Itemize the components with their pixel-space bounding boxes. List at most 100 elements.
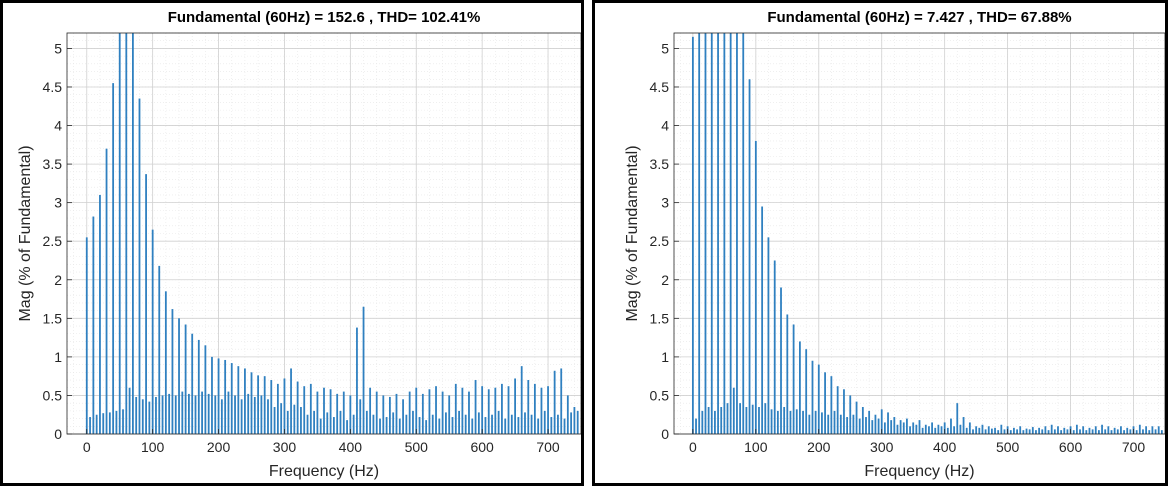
- bar: [178, 318, 180, 434]
- bar: [896, 424, 899, 434]
- bar: [1082, 426, 1085, 434]
- bar: [415, 387, 418, 434]
- bar: [102, 413, 105, 434]
- bar: [296, 381, 299, 434]
- bar: [164, 291, 167, 434]
- bar: [286, 410, 289, 434]
- bar: [566, 395, 569, 434]
- bar: [984, 429, 987, 434]
- x-tick-label: 400: [339, 439, 363, 455]
- bar: [118, 33, 121, 434]
- bar: [836, 386, 839, 434]
- bar: [1035, 430, 1037, 434]
- bar: [316, 391, 319, 434]
- bar: [336, 393, 339, 434]
- bar: [1113, 427, 1116, 434]
- bar: [817, 364, 820, 434]
- bar: [197, 339, 200, 434]
- bar: [398, 418, 401, 434]
- bar: [1110, 430, 1113, 434]
- bar: [171, 309, 174, 434]
- y-tick-label: 1.5: [650, 310, 670, 326]
- bar: [931, 422, 933, 434]
- bar: [230, 363, 233, 434]
- bar: [720, 407, 723, 434]
- bar: [748, 79, 751, 435]
- x-tick-label: 700: [1122, 439, 1146, 455]
- bar: [707, 407, 710, 434]
- bar: [211, 356, 213, 434]
- bar: [975, 426, 978, 434]
- bar: [959, 424, 962, 434]
- y-tick-label: 2.5: [650, 233, 670, 249]
- y-axis-label: Mag (% of Fundamental): [624, 145, 641, 321]
- bar: [877, 418, 880, 434]
- bar: [701, 410, 704, 434]
- bar: [220, 399, 223, 434]
- bar: [372, 414, 375, 434]
- bar: [1031, 427, 1034, 434]
- bar: [1135, 430, 1138, 434]
- bar: [557, 414, 559, 434]
- bar: [339, 410, 342, 434]
- y-tick-label: 1.5: [43, 310, 63, 326]
- y-tick-label: 2: [661, 272, 669, 288]
- bar: [1003, 429, 1006, 434]
- bar: [714, 410, 716, 434]
- bar: [112, 83, 115, 434]
- bar: [1157, 426, 1160, 434]
- bar: [1050, 424, 1053, 434]
- bar: [224, 359, 227, 434]
- bar: [533, 383, 536, 434]
- bar: [968, 422, 971, 434]
- bar: [795, 409, 798, 434]
- bar: [421, 393, 424, 434]
- bar: [507, 386, 510, 434]
- bar: [1142, 429, 1144, 434]
- bar: [352, 414, 355, 434]
- bar: [412, 410, 414, 434]
- bar: [244, 368, 246, 434]
- bar: [814, 410, 817, 434]
- bar: [883, 422, 886, 434]
- bar: [151, 229, 154, 434]
- y-tick-label: 4: [661, 118, 669, 134]
- bar: [1000, 424, 1003, 434]
- bar: [547, 386, 549, 434]
- bar: [695, 418, 697, 434]
- bar: [928, 426, 930, 434]
- bar: [981, 424, 984, 434]
- bar: [191, 333, 194, 434]
- bar: [148, 401, 151, 434]
- bar: [497, 410, 500, 434]
- bar: [445, 412, 447, 434]
- bar: [1123, 430, 1125, 434]
- bar: [751, 404, 754, 434]
- bar: [204, 345, 207, 434]
- bar: [530, 414, 533, 434]
- bar: [155, 396, 157, 434]
- y-tick-label: 3: [661, 195, 669, 211]
- bar: [184, 324, 187, 434]
- x-tick-label: 700: [536, 439, 560, 455]
- y-tick-label: 5: [54, 40, 62, 56]
- bar: [761, 206, 764, 434]
- bar: [849, 395, 852, 434]
- bar: [921, 427, 924, 434]
- bar: [181, 391, 184, 434]
- bar: [402, 399, 404, 434]
- bar: [250, 372, 253, 434]
- bar: [839, 414, 842, 434]
- bar: [454, 383, 457, 434]
- bar: [940, 426, 943, 434]
- bar: [504, 418, 507, 434]
- bar: [915, 424, 918, 434]
- bar: [168, 393, 171, 434]
- bar: [1151, 426, 1154, 434]
- bar: [1094, 426, 1097, 434]
- x-tick-label: 400: [933, 439, 957, 455]
- bar: [978, 427, 981, 434]
- bar: [732, 387, 735, 434]
- y-tick-label: 0: [54, 426, 62, 442]
- x-tick-label: 0: [83, 439, 91, 455]
